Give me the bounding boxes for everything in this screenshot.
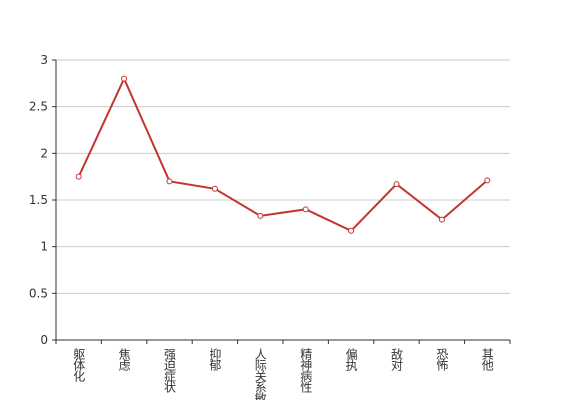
point [348,227,355,234]
point [484,177,491,184]
point [75,173,82,180]
y-tick-label: 1.5 [29,193,48,207]
x-tick-label: 焦虑 [117,348,131,371]
y-tick-label: 0.5 [29,286,48,300]
point [393,181,400,188]
x-tick-label: 人际关系敏感 [253,348,267,400]
x-tick-label: 其他 [480,348,494,371]
point [211,185,218,192]
point [302,206,309,213]
y-tick-label: 3 [40,53,48,67]
point [166,178,173,185]
x-tick-label: 敌对 [390,347,404,371]
x-tick-label: 抑郁 [208,347,222,372]
x-tick-label: 强迫症状 [163,348,177,393]
point [257,212,264,219]
y-tick-label: 1 [40,240,48,254]
x-tick-label: 恐怖 [435,348,449,371]
y-tick-label: 0 [40,333,48,347]
x-tick-label: 躯体化 [72,347,86,383]
y-tick-label: 2.5 [29,100,48,114]
y-tick-label: 2 [40,146,48,160]
point [121,75,128,82]
x-tick-label: 偏执 [344,347,358,372]
line [77,76,488,233]
point [438,216,445,223]
x-tick-label: 精神病性 [299,348,313,394]
